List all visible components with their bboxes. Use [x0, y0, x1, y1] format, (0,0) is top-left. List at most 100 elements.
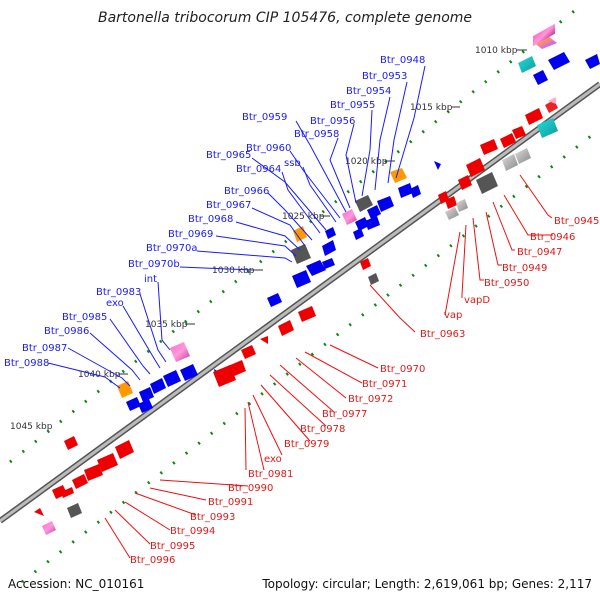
gene-label: Btr_0964 — [236, 164, 281, 175]
scale-labels: 1010 kbp 1015 kbp 1020 kbp 1025 kbp 1030… — [10, 46, 518, 432]
gene-label: vap — [444, 310, 462, 321]
gene-label: Btr_0949 — [502, 263, 547, 274]
reverse-gene — [298, 306, 316, 322]
reverse-gene — [260, 336, 268, 344]
gene-label: Btr_0972 — [348, 394, 393, 405]
scale-label: 1035 kbp — [145, 320, 188, 330]
forward-gene — [367, 205, 381, 219]
forward-gene — [585, 54, 600, 69]
pseudo-gene — [502, 154, 518, 171]
lower-gene-labels: Btr_0970 Btr_0971 Btr_0972 Btr_0977 Btr_… — [130, 364, 425, 566]
reverse-gene — [72, 474, 88, 489]
pseudo-gene — [515, 148, 531, 164]
upper-gene-labels: Btr_0948 Btr_0953 Btr_0954 Btr_0955 Btr_… — [4, 55, 425, 369]
gene-label: Btr_0983 — [96, 287, 141, 298]
forward-gene — [322, 258, 335, 269]
gene-label: Btr_0947 — [517, 247, 562, 258]
misc-gene — [117, 381, 133, 398]
gene-label: Btr_0967 — [206, 200, 251, 211]
reverse-gene — [64, 436, 78, 450]
reverse-gene — [115, 440, 134, 459]
gene-label: Btr_0981 — [248, 469, 293, 480]
gene-label: Btr_0995 — [150, 541, 195, 552]
gene-label: Btr_0950 — [484, 278, 529, 289]
forward-gene — [138, 399, 153, 413]
gene-label: Btr_0953 — [362, 71, 407, 82]
forward-gene — [139, 387, 154, 402]
gene-label: Btr_0991 — [208, 497, 253, 508]
trna-gene — [518, 56, 536, 73]
forward-gene — [267, 293, 282, 307]
forward-gene — [180, 364, 198, 381]
lower-right-gene-labels: Btr_0945 Btr_0946 Btr_0947 Btr_0949 Btr_… — [420, 216, 599, 340]
map-title: Bartonella tribocorum CIP 105476, comple… — [98, 10, 472, 26]
scale-ticks — [118, 49, 527, 375]
gene-label: Btr_0970b — [128, 259, 180, 270]
reverse-gene — [34, 508, 44, 516]
misc-gene — [390, 168, 407, 183]
forward-gene — [306, 260, 326, 276]
gene-label: Btr_0986 — [44, 326, 89, 337]
gene-label: exo — [106, 298, 124, 309]
outer-tick-track — [9, 6, 579, 464]
accession-text: Accession: NC_010161 — [8, 577, 144, 591]
scale-label: 1030 kbp — [212, 266, 255, 276]
gene-label: Btr_0985 — [62, 312, 107, 323]
forward-gene — [365, 216, 380, 230]
gene-label: Btr_0994 — [170, 526, 215, 537]
genome-summary-text: Topology: circular; Length: 2,619,061 bp… — [261, 577, 592, 591]
reverse-gene — [241, 345, 256, 359]
pseudo-gene — [476, 172, 498, 194]
rna-gene — [42, 521, 56, 535]
rna-gene — [342, 209, 357, 225]
forward-gene — [292, 270, 311, 288]
forward-gene — [377, 196, 394, 212]
reverse-gene — [97, 453, 118, 472]
rna-gene — [170, 342, 190, 362]
reverse-gene — [525, 108, 543, 125]
inner-tick-track — [21, 130, 597, 584]
gene-label: Btr_0968 — [188, 214, 233, 225]
reverse-gene — [278, 320, 294, 336]
reverse-gene — [61, 487, 74, 498]
scale-label: 1010 kbp — [475, 46, 518, 56]
reverse-gene — [360, 258, 371, 270]
reverse-gene — [466, 158, 485, 177]
gene-label: Btr_0954 — [346, 86, 391, 97]
forward-gene — [150, 378, 166, 394]
pseudo-gene — [67, 503, 82, 518]
scale-label: 1040 kbp — [78, 370, 121, 380]
reverse-gene — [213, 365, 236, 387]
gene-label: Btr_0946 — [530, 232, 575, 243]
rna-gene — [533, 23, 555, 47]
genome-backbone-highlight — [0, 82, 600, 523]
gene-label: Btr_0945 — [554, 216, 599, 227]
forward-gene — [163, 370, 181, 387]
forward-gene — [322, 240, 336, 256]
forward-gene — [434, 161, 441, 170]
gene-label: Btr_0993 — [190, 512, 235, 523]
reverse-gene — [512, 126, 526, 139]
forward-gene — [533, 70, 548, 85]
gene-label: Btr_0965 — [206, 150, 251, 161]
pseudo-gene — [291, 244, 311, 264]
forward-gene — [410, 185, 421, 198]
forward-gene — [355, 217, 369, 231]
gene-label: Btr_0979 — [284, 439, 329, 450]
gene-label: Btr_0958 — [294, 129, 339, 140]
gene-label: Btr_0960 — [246, 143, 291, 154]
forward-gene — [398, 183, 413, 198]
lower-right-leader-lines — [369, 174, 553, 333]
forward-gene — [548, 52, 570, 70]
scale-label: 1015 kbp — [410, 103, 453, 113]
rna-gene — [533, 36, 557, 49]
gene-label: Btr_0956 — [310, 116, 355, 127]
gene-label: Btr_0996 — [130, 555, 175, 566]
reverse-gene — [445, 196, 457, 209]
gene-label: Btr_0955 — [330, 100, 375, 111]
forward-gene — [353, 228, 364, 240]
gene-label: Btr_0971 — [362, 379, 407, 390]
gene-label: Btr_0970a — [146, 243, 197, 254]
gene-label: vapD — [464, 295, 490, 306]
